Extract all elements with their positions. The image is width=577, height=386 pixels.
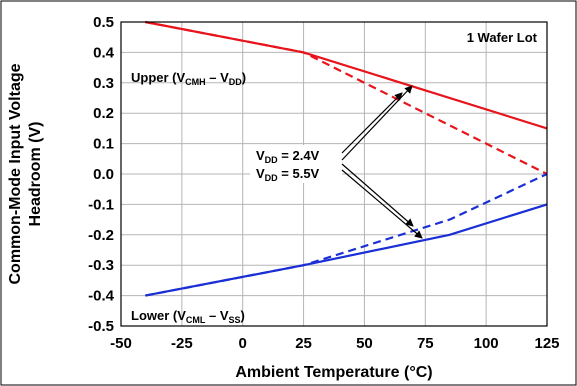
y-tick-label: -0.3	[88, 257, 114, 274]
y-tick-label: 0.1	[93, 136, 114, 153]
vdd-label-background	[250, 145, 342, 183]
series-layer	[145, 20, 548, 297]
y-tick-label: -0.2	[88, 227, 114, 244]
arrow-to-lower-dashed	[341, 163, 414, 227]
x-tick-label: 100	[474, 335, 499, 352]
y-tick-label: 0.4	[93, 44, 115, 61]
vdd-2v4-label: VDD = 2.4V	[256, 148, 320, 165]
arrow-to-lower-solid	[341, 169, 423, 239]
y-tick-label: -0.5	[88, 318, 114, 335]
series-line-upper-vdd-5v5	[145, 20, 548, 130]
vdd-5v5-label: VDD = 5.5V	[256, 166, 320, 183]
x-tick-label: 75	[417, 335, 434, 352]
x-axis-title: Ambient Temperature (°C)	[235, 364, 432, 381]
y-tick-label: -0.4	[88, 288, 115, 305]
x-tick-labels: -50 -25 0 25 50 75 100 125	[110, 335, 559, 352]
y-tick-label: 0.5	[93, 14, 114, 31]
x-tick-label: 50	[356, 335, 373, 352]
plot-area	[120, 21, 548, 327]
y-axis-title-line2: Headroom (V)	[27, 122, 44, 227]
y-tick-label: 0.0	[93, 166, 114, 183]
x-tick-label: 0	[239, 335, 247, 352]
y-tick-label: 0.2	[93, 105, 114, 122]
y-tick-label: -0.1	[88, 196, 114, 213]
arrow-to-upper-dashed	[341, 92, 403, 154]
x-tick-label: 25	[295, 335, 312, 352]
y-tick-label: 0.3	[93, 75, 114, 92]
y-axis-title-line1: Common-Mode Input Voltage	[7, 63, 24, 284]
x-tick-label: -50	[110, 335, 132, 352]
x-tick-label: -25	[171, 335, 193, 352]
lower-label: Lower (VCML – VSS)	[131, 308, 245, 325]
series-line-lower-vdd-5v5	[145, 203, 548, 297]
y-tick-labels: 0.5 0.4 0.3 0.2 0.1 0.0 -0.1 -0.2 -0.3 -0.4 -0.5	[88, 14, 115, 335]
arrow-to-upper-solid	[341, 85, 413, 161]
callout-arrows	[341, 85, 423, 239]
x-tick-label: 125	[534, 335, 559, 352]
wafer-lot-label: 1 Wafer Lot	[467, 30, 538, 45]
upper-label: Upper (VCMH – VDD)	[131, 70, 246, 87]
